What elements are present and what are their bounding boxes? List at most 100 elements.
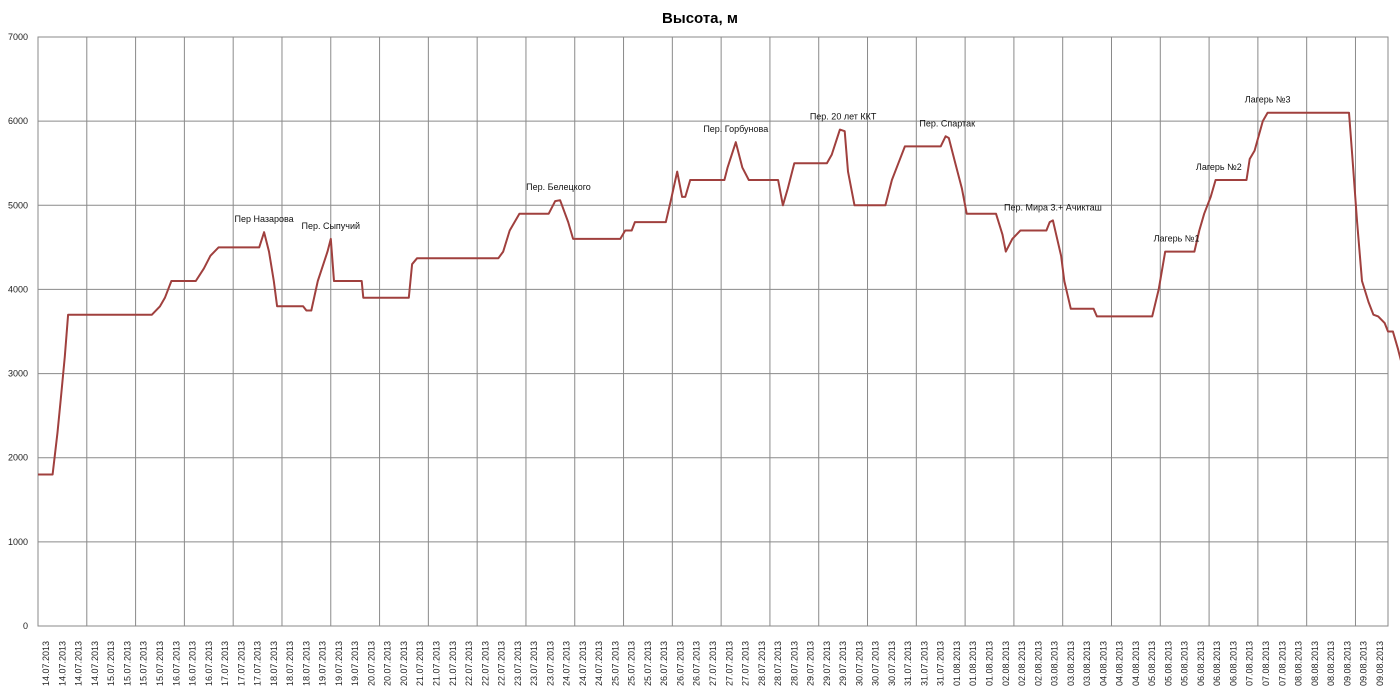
x-tick-label: 30.07.2013: [871, 641, 881, 686]
x-tick-label: 03.08.2013: [1050, 641, 1060, 686]
x-tick-label: 28.07.2013: [773, 641, 783, 686]
annotation-label: Пер. Сыпучий: [301, 221, 360, 231]
line-layer: [38, 111, 1400, 476]
x-tick-label: 22.07.2013: [464, 641, 474, 686]
annotation-label: Пер. 20 лет ККТ: [810, 112, 877, 122]
x-tick-label: 05.08.2013: [1163, 641, 1173, 686]
x-tick-label: 27.07.2013: [708, 641, 718, 686]
y-tick-label: 0: [23, 621, 28, 631]
x-tick-label: 25.07.2013: [610, 641, 620, 686]
x-tick-label: 01.08.2013: [985, 641, 995, 686]
x-tick-label: 01.08.2013: [952, 641, 962, 686]
annotation-label: Пер. Горбунова: [703, 124, 768, 134]
x-tick-label: 09.08.2013: [1375, 641, 1385, 686]
x-tick-label: 16.07.2013: [171, 641, 181, 686]
x-tick-label: 03.08.2013: [1082, 641, 1092, 686]
x-tick-label: 17.07.2013: [236, 641, 246, 686]
x-tick-label: 04.08.2013: [1115, 641, 1125, 686]
x-tick-label: 20.07.2013: [383, 641, 393, 686]
x-tick-label: 30.07.2013: [887, 641, 897, 686]
y-tick-label: 4000: [8, 284, 28, 294]
x-tick-label: 31.07.2013: [936, 641, 946, 686]
x-tick-label: 26.07.2013: [692, 641, 702, 686]
x-tick-label: 28.07.2013: [789, 641, 799, 686]
x-tick-label: 18.07.2013: [301, 641, 311, 686]
x-tick-label: 02.08.2013: [1001, 641, 1011, 686]
x-tick-label: 08.08.2013: [1310, 641, 1320, 686]
x-tick-label: 02.08.2013: [1033, 641, 1043, 686]
x-tick-label: 07.08.2013: [1261, 641, 1271, 686]
annotation-label: Пер. Спартак: [919, 118, 975, 128]
x-tick-label: 29.07.2013: [838, 641, 848, 686]
x-tick-label: 06.08.2013: [1196, 641, 1206, 686]
x-tick-label: 14.07.2013: [41, 641, 51, 686]
x-tick-label: 22.07.2013: [497, 641, 507, 686]
x-tick-label: 26.07.2013: [675, 641, 685, 686]
annotation-label: Лагерь №1: [1154, 234, 1200, 244]
x-tick-label: 14.07.2013: [90, 641, 100, 686]
x-tick-layer: 14.07.2013 14.07.2013 14.07.2013 14.07.2013…: [41, 641, 1385, 686]
annotation-label: Лагерь №2: [1196, 162, 1242, 172]
x-tick-label: 09.08.2013: [1342, 641, 1352, 686]
chart-title: Высота, м: [662, 10, 738, 27]
x-tick-label: 19.07.2013: [334, 641, 344, 686]
x-tick-label: 27.07.2013: [724, 641, 734, 686]
x-tick-label: 17.07.2013: [220, 641, 230, 686]
x-tick-label: 21.07.2013: [415, 641, 425, 686]
x-tick-label: 23.07.2013: [545, 641, 555, 686]
x-tick-label: 29.07.2013: [822, 641, 832, 686]
y-tick-layer: 0 1000 2000 3000 4000 5000 6000 7000: [8, 32, 28, 631]
x-tick-label: 07.08.2013: [1277, 641, 1287, 686]
x-tick-label: 08.08.2013: [1294, 641, 1304, 686]
x-tick-label: 19.07.2013: [318, 641, 328, 686]
x-tick-label: 15.07.2013: [139, 641, 149, 686]
x-tick-label: 20.07.2013: [399, 641, 409, 686]
series-line-0: [38, 111, 1400, 476]
x-tick-label: 06.08.2013: [1228, 641, 1238, 686]
x-tick-label: 24.07.2013: [562, 641, 572, 686]
grid-layer: [37, 36, 1389, 627]
y-tick-label: 5000: [8, 200, 28, 210]
annotation-layer: Пер Назарова Пер. Сыпучий Пер. Белецкого Пе…: [234, 95, 1290, 244]
x-tick-label: 30.07.2013: [854, 641, 864, 686]
x-tick-label: 26.07.2013: [659, 641, 669, 686]
x-tick-label: 17.07.2013: [253, 641, 263, 686]
x-tick-label: 08.08.2013: [1326, 641, 1336, 686]
annotation-label: Пер. Мира 3.+ Ачикташ: [1004, 202, 1102, 212]
x-tick-label: 27.07.2013: [741, 641, 751, 686]
x-tick-label: 05.08.2013: [1147, 641, 1157, 686]
y-tick-label: 6000: [8, 116, 28, 126]
x-tick-label: 20.07.2013: [366, 641, 376, 686]
x-tick-label: 24.07.2013: [594, 641, 604, 686]
x-tick-label: 09.08.2013: [1359, 641, 1369, 686]
annotation-label: Пер. Белецкого: [526, 182, 591, 192]
x-tick-label: 07.08.2013: [1245, 641, 1255, 686]
x-tick-label: 18.07.2013: [269, 641, 279, 686]
x-tick-label: 18.07.2013: [285, 641, 295, 686]
x-tick-label: 23.07.2013: [529, 641, 539, 686]
x-tick-label: 23.07.2013: [513, 641, 523, 686]
x-tick-label: 24.07.2013: [578, 641, 588, 686]
x-tick-label: 21.07.2013: [431, 641, 441, 686]
x-tick-label: 28.07.2013: [757, 641, 767, 686]
x-tick-label: 31.07.2013: [903, 641, 913, 686]
annotation-label: Пер Назарова: [234, 214, 293, 224]
x-tick-label: 02.08.2013: [1017, 641, 1027, 686]
x-tick-label: 04.08.2013: [1131, 641, 1141, 686]
x-tick-label: 15.07.2013: [106, 641, 116, 686]
x-tick-label: 25.07.2013: [643, 641, 653, 686]
x-tick-label: 25.07.2013: [627, 641, 637, 686]
x-tick-label: 21.07.2013: [448, 641, 458, 686]
x-tick-label: 03.08.2013: [1066, 641, 1076, 686]
y-tick-label: 3000: [8, 369, 28, 379]
x-tick-label: 15.07.2013: [155, 641, 165, 686]
x-tick-label: 06.08.2013: [1212, 641, 1222, 686]
y-tick-label: 2000: [8, 453, 28, 463]
x-tick-label: 19.07.2013: [350, 641, 360, 686]
annotation-label: Лагерь №3: [1245, 95, 1291, 105]
x-tick-label: 04.08.2013: [1098, 641, 1108, 686]
x-tick-label: 31.07.2013: [919, 641, 929, 686]
x-tick-label: 15.07.2013: [122, 641, 132, 686]
x-tick-label: 14.07.2013: [74, 641, 84, 686]
